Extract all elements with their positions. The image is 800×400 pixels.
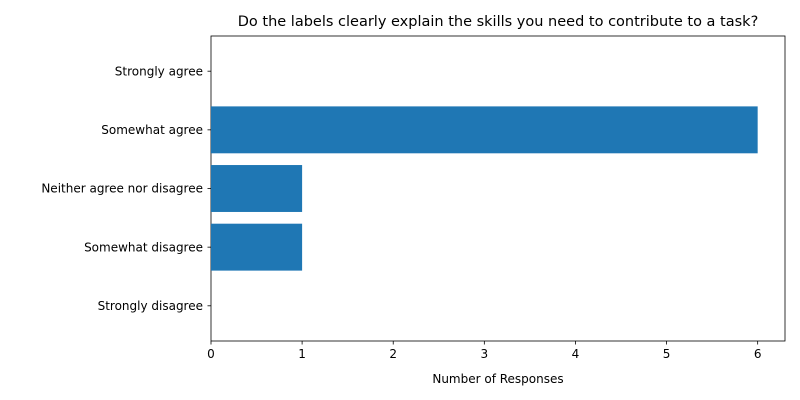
x-tick-label: 2 [389, 347, 397, 361]
x-axis-ticks: 0 1 2 3 4 5 6 [207, 341, 761, 361]
x-axis-label: Number of Responses [432, 372, 563, 386]
bar-neither-agree-nor-disagree [211, 165, 303, 212]
y-tick-label: Strongly disagree [98, 299, 203, 313]
x-tick-label: 4 [572, 347, 580, 361]
x-tick-label: 0 [207, 347, 215, 361]
chart-title: Do the labels clearly explain the skills… [238, 14, 759, 30]
y-tick-label: Somewhat disagree [84, 240, 203, 254]
bars [211, 106, 758, 271]
y-tick-label: Strongly agree [115, 64, 203, 78]
y-tick-label: Neither agree nor disagree [41, 182, 203, 196]
x-tick-label: 5 [663, 347, 671, 361]
y-tick-label: Somewhat agree [101, 123, 203, 137]
y-axis-ticks: Strongly agree Somewhat agree Neither agre… [41, 64, 211, 313]
x-tick-label: 1 [298, 347, 306, 361]
x-tick-label: 6 [754, 347, 762, 361]
bar-somewhat-disagree [211, 223, 303, 271]
x-tick-label: 3 [481, 347, 489, 361]
bar-somewhat-agree [211, 106, 758, 154]
